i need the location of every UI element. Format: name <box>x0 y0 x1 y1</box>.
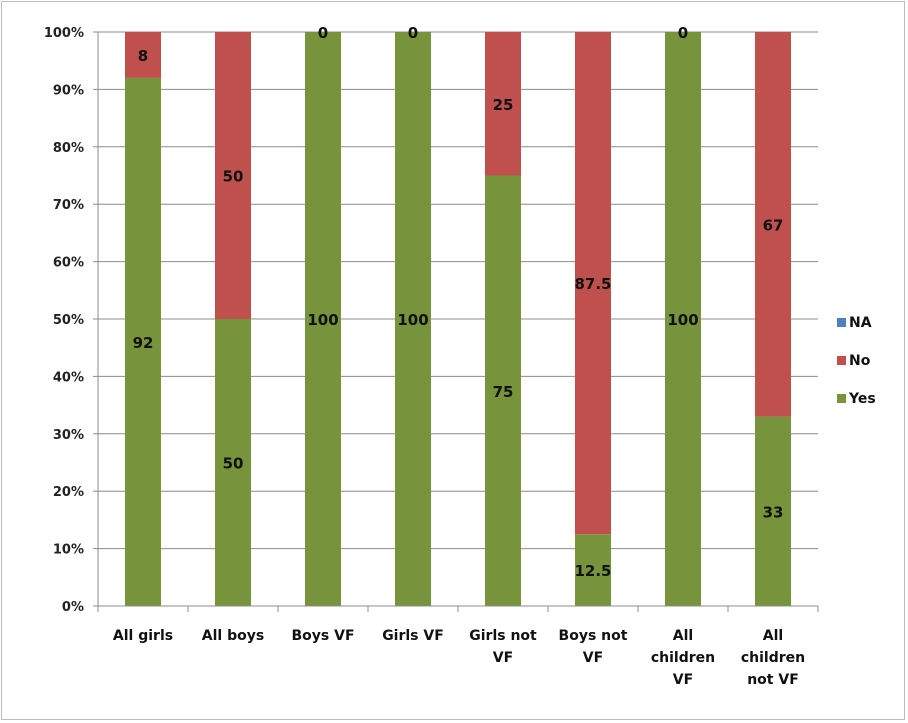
y-tick-label: 50% <box>53 313 84 328</box>
data-label-yes: 92 <box>133 334 154 352</box>
legend-swatch-na <box>837 318 846 327</box>
data-label-no: 87.5 <box>574 275 611 293</box>
x-category-label: VF <box>493 650 513 666</box>
bar-segment-yes <box>305 32 341 606</box>
y-tick-label: 70% <box>53 198 84 213</box>
x-category-label: All <box>763 628 783 644</box>
y-tick-label: 90% <box>53 83 84 98</box>
y-tick-label: 40% <box>53 370 84 385</box>
y-tick-label: 60% <box>53 256 84 271</box>
bar-segment-yes <box>485 175 521 606</box>
y-tick-label: 0% <box>62 600 84 615</box>
legend-swatch-yes <box>837 394 846 403</box>
x-category-label: not VF <box>747 672 799 688</box>
data-label-yes: 50 <box>223 455 244 473</box>
data-label-yes: 33 <box>763 503 784 521</box>
x-category-label: children <box>651 650 715 666</box>
x-category-label: VF <box>583 650 603 666</box>
y-axis-tick-labels: 0% 10% 20% 30% 40% 50% 60% 70% 80% 90% 100% <box>44 26 84 615</box>
x-category-label: All girls <box>113 628 173 644</box>
x-category-label: Girls not <box>469 628 537 644</box>
bar-segment-yes <box>395 32 431 606</box>
bar-segment-yes <box>215 319 251 606</box>
legend-swatch-no <box>837 356 846 365</box>
bars <box>125 32 791 607</box>
x-category-label: Girls VF <box>382 628 444 644</box>
data-label-no: 50 <box>223 168 244 186</box>
legend: NA No Yes <box>837 315 876 407</box>
bar-segment-no <box>575 32 611 535</box>
x-category-label: VF <box>673 672 693 688</box>
bar-segment-yes <box>125 77 161 607</box>
bar-segment-yes <box>575 534 611 606</box>
data-label-yes: 100 <box>667 311 698 329</box>
x-category-label: All <box>673 628 693 644</box>
bar-segment-no <box>485 32 521 176</box>
x-category-label: children <box>741 650 805 666</box>
axes <box>93 31 819 612</box>
legend-label-no: No <box>849 353 871 369</box>
x-category-label: All boys <box>202 628 264 644</box>
x-category-label: Boys not <box>559 628 628 644</box>
y-tick-label: 30% <box>53 428 84 443</box>
bar-segment-no <box>755 32 791 417</box>
x-axis-category-labels: All girls All boys Boys VF Girls VF Girls no… <box>113 628 805 688</box>
data-label-no: 0 <box>408 24 418 42</box>
data-label-no: 8 <box>138 47 148 65</box>
data-label-yes: 12.5 <box>574 562 611 580</box>
bar-segment-yes <box>665 32 701 606</box>
gridlines <box>98 31 818 550</box>
bar-segment-no <box>215 32 251 319</box>
x-category-label: Boys VF <box>291 628 354 644</box>
y-tick-label: 10% <box>53 543 84 558</box>
data-labels: 92 8 50 50 100 0 100 0 75 25 12.5 87.5 100 0 33 67 <box>133 24 784 580</box>
y-tick-label: 80% <box>53 141 84 156</box>
y-tick-label: 100% <box>44 26 84 41</box>
legend-label-na: NA <box>849 315 872 331</box>
bar-segment-yes <box>755 416 791 606</box>
bar-segment-no <box>125 32 161 78</box>
data-label-no: 0 <box>318 24 328 42</box>
legend-label-yes: Yes <box>848 391 876 407</box>
data-label-no: 25 <box>493 96 514 114</box>
data-label-yes: 75 <box>493 383 514 401</box>
data-label-no: 0 <box>678 24 688 42</box>
data-label-yes: 100 <box>307 311 338 329</box>
y-tick-label: 20% <box>53 485 84 500</box>
data-label-no: 67 <box>763 216 784 234</box>
data-label-yes: 100 <box>397 311 428 329</box>
